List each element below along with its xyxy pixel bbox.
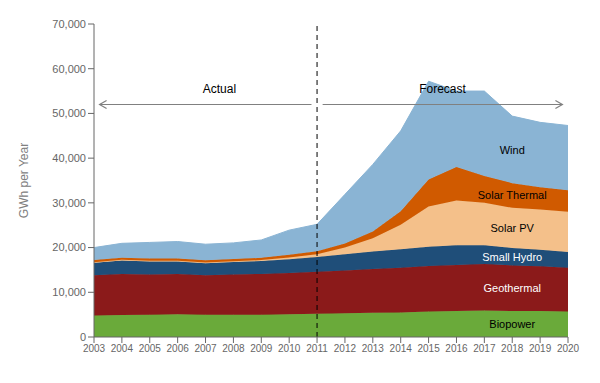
svg-text:0: 0 <box>80 331 86 343</box>
svg-text:2015: 2015 <box>417 343 440 354</box>
svg-text:2011: 2011 <box>306 343 328 354</box>
svg-text:2018: 2018 <box>501 343 524 354</box>
svg-text:70,000: 70,000 <box>52 18 86 30</box>
svg-text:Solar Thermal: Solar Thermal <box>478 189 547 201</box>
svg-text:Wind: Wind <box>500 144 525 156</box>
svg-text:20,000: 20,000 <box>52 241 86 253</box>
svg-text:2008: 2008 <box>222 343 245 354</box>
svg-text:2006: 2006 <box>167 343 190 354</box>
svg-text:2009: 2009 <box>250 343 273 354</box>
svg-text:2014: 2014 <box>390 343 413 354</box>
svg-text:2010: 2010 <box>278 343 301 354</box>
svg-text:Biopower: Biopower <box>489 318 535 330</box>
svg-text:40,000: 40,000 <box>52 152 86 164</box>
svg-text:Geothermal: Geothermal <box>483 282 540 294</box>
svg-text:Small Hydro: Small Hydro <box>482 251 542 263</box>
svg-text:50,000: 50,000 <box>52 107 86 119</box>
svg-text:Forecast: Forecast <box>419 82 466 96</box>
svg-text:2013: 2013 <box>362 343 385 354</box>
svg-text:GWh per Year: GWh per Year <box>17 143 31 218</box>
svg-text:60,000: 60,000 <box>52 63 86 75</box>
svg-text:2019: 2019 <box>529 343 552 354</box>
svg-text:10,000: 10,000 <box>52 286 86 298</box>
svg-text:2005: 2005 <box>139 343 162 354</box>
svg-text:30,000: 30,000 <box>52 197 86 209</box>
svg-text:Solar PV: Solar PV <box>491 222 535 234</box>
svg-text:2003: 2003 <box>83 343 106 354</box>
svg-text:Actual: Actual <box>203 82 236 96</box>
svg-text:2016: 2016 <box>445 343 468 354</box>
svg-text:2020: 2020 <box>557 343 580 354</box>
svg-text:2004: 2004 <box>111 343 134 354</box>
svg-text:2017: 2017 <box>473 343 496 354</box>
svg-text:2012: 2012 <box>334 343 357 354</box>
svg-text:2007: 2007 <box>194 343 217 354</box>
